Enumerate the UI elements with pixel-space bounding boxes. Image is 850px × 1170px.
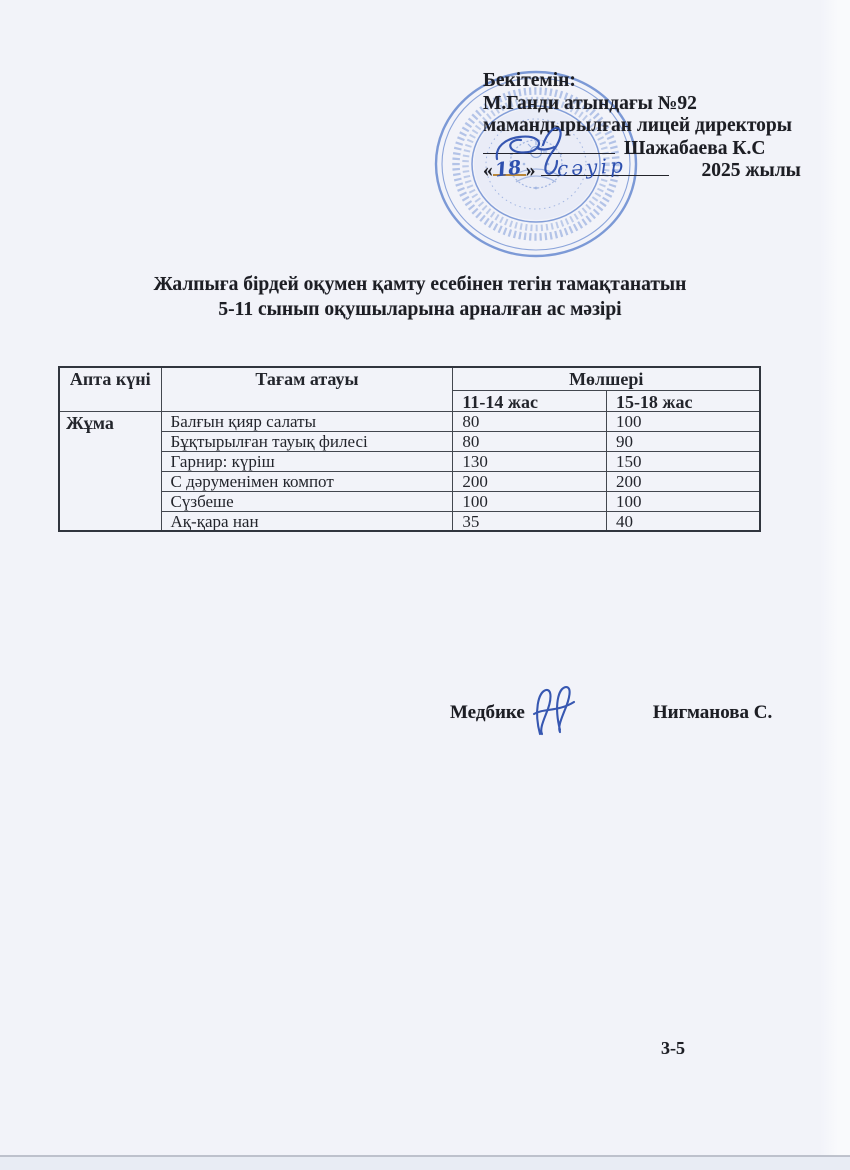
dish-cell: Сүзбеше — [160, 490, 454, 512]
date-quote-open: « — [483, 160, 493, 181]
portion-cell: 90 — [605, 431, 761, 453]
portion-cell: 100 — [605, 411, 761, 433]
portion-cell: 200 — [452, 470, 607, 492]
dish-cell: Ақ-қара нан — [160, 510, 454, 532]
page-number: 3-5 — [661, 1038, 685, 1058]
document-title-line1: Жалпыға бірдей оқумен қамту есебінен тег… — [153, 274, 687, 295]
document-title-line2: 5-11 сынып оқушыларына арналған ас мәзір… — [218, 299, 622, 320]
portion-cell: 200 — [605, 470, 761, 492]
day-cell: Жұма — [58, 411, 162, 532]
signature-underline — [483, 139, 615, 154]
director-name: Шажабаева К.С — [624, 137, 766, 159]
scan-edge-right — [820, 0, 850, 1156]
dish-cell: Балғын қияр салаты — [160, 411, 454, 433]
date-month-underline — [540, 161, 669, 176]
table-row: Гарнир: күріш 130 150 — [59, 451, 761, 472]
portion-cell: 100 — [605, 490, 761, 512]
portion-cell: 130 — [452, 451, 607, 472]
portion-cell: 35 — [452, 510, 607, 532]
portion-cell: 80 — [452, 431, 607, 453]
col-header-portion: Мөлшері — [452, 366, 761, 391]
col-header-age-11-14: 11-14 жас — [452, 389, 607, 413]
date-day-handwritten: 18 — [493, 156, 523, 182]
col-header-day: Апта күні — [58, 366, 162, 413]
nurse-label: Медбике — [450, 702, 525, 723]
approve-label: Бекітемін: — [483, 70, 576, 91]
date-quote-close: » — [525, 160, 536, 181]
dish-cell: Бұқтырылған тауық филесі — [160, 431, 454, 453]
date-month-handwritten: сәуір — [556, 153, 627, 181]
date-day-underline — [492, 161, 526, 176]
table-row: Сүзбеше 100 100 — [59, 490, 761, 512]
dish-cell: Гарнир: күріш — [160, 451, 454, 472]
menu-table: Апта күні Тағам атауы Мөлшері 11-14 жас … — [58, 366, 761, 533]
school-round-stamp-icon — [434, 70, 638, 258]
table-row: Ақ-қара нан 35 40 — [59, 510, 761, 532]
col-header-dish: Тағам атауы — [160, 366, 454, 413]
table-row: Бұқтырылған тауық филесі 80 90 — [59, 431, 761, 453]
portion-cell: 100 — [452, 490, 607, 512]
document-title: Жалпыға бірдей оқумен қамту есебінен тег… — [0, 272, 840, 322]
portion-cell: 40 — [605, 510, 761, 532]
table-row: С дәруменімен компот 200 200 — [59, 470, 761, 492]
org-name-line1: М.Ганди атындағы №92 — [483, 92, 697, 114]
scan-edge-bottom-line — [0, 1155, 850, 1157]
table-row: Жұма Балғын қияр салаты 80 100 — [58, 411, 761, 532]
nurse-name: Нигманова С. — [652, 702, 773, 723]
nurse-signature — [532, 685, 576, 736]
nurse-signoff: Медбике Нигманова С. — [450, 685, 773, 736]
director-signature — [495, 126, 562, 175]
date-year-label: 2025 жылы — [701, 160, 801, 181]
dish-cell: С дәруменімен компот — [160, 470, 454, 492]
portion-cell: 80 — [452, 411, 607, 433]
approval-date-line: «18» сәуір 2025 жылы — [483, 153, 801, 183]
scan-edge-bottom-strip — [0, 1157, 850, 1170]
approval-block: Бекітемін: М.Ганди атындағы №92 мамандыр… — [483, 70, 801, 183]
director-signature-line: Шажабаева К.С — [483, 126, 801, 175]
col-header-age-15-18: 15-18 жас — [605, 389, 761, 413]
portion-cell: 150 — [605, 451, 761, 472]
